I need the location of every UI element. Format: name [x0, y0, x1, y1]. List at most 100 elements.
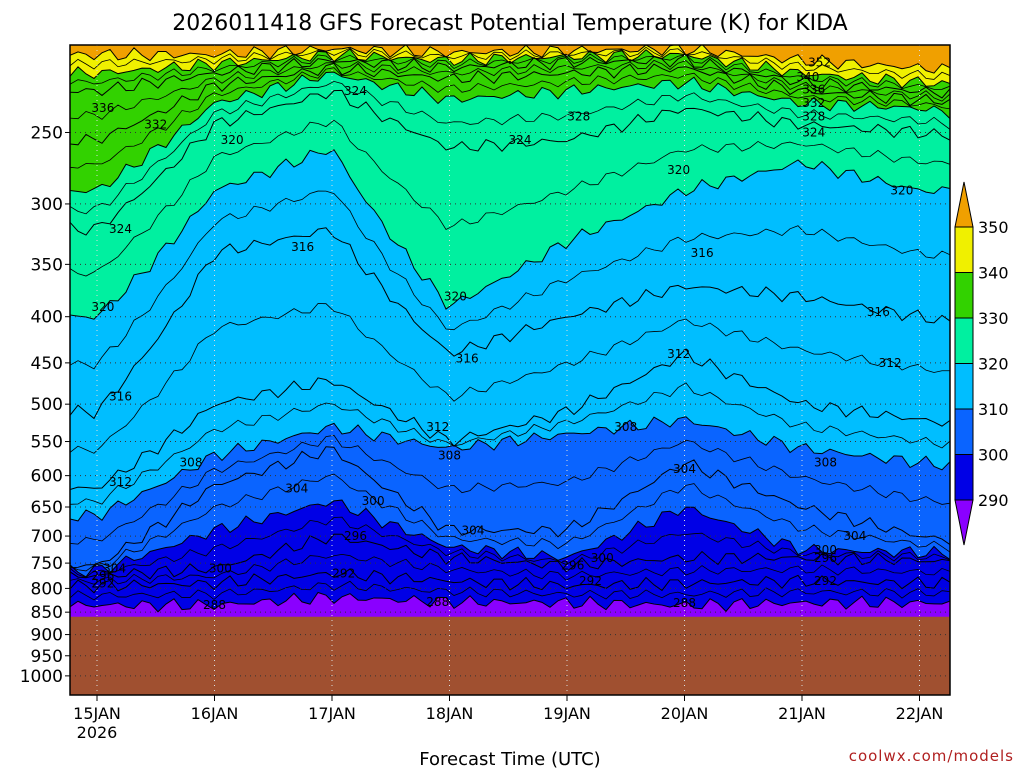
isentrope-line	[70, 190, 950, 370]
isentrope-line	[70, 499, 950, 578]
contour-label: 292	[579, 574, 602, 588]
contour-label: 324	[509, 133, 532, 147]
contour-label: 336	[802, 82, 825, 96]
isentrope-line	[70, 553, 950, 585]
isentrope-line	[70, 227, 950, 420]
colorbar-segment	[954, 226, 974, 273]
grid-layer	[70, 45, 950, 695]
contour-label: 288	[203, 598, 226, 612]
x-tick-sublabel: 2026	[77, 723, 118, 742]
contour-label: 324	[344, 84, 367, 98]
contour-label: 300	[362, 494, 385, 508]
colorbar-segment	[954, 454, 974, 501]
plot-frame	[69, 44, 951, 696]
colorbar-label: 340	[978, 264, 1009, 283]
colorbar-cap-top	[954, 181, 974, 228]
contour-label: 308	[814, 455, 837, 469]
contour-label: 304	[843, 529, 866, 543]
y-tick-label: 1000	[20, 667, 63, 687]
contour-label: 312	[426, 420, 449, 434]
isentrope-line	[70, 533, 950, 580]
contour-label: 312	[879, 356, 902, 370]
theta-band	[70, 72, 950, 236]
chart-title: 2026011418 GFS Forecast Potential Temper…	[172, 11, 847, 36]
isentrope-line	[70, 568, 950, 594]
contour-label: 300	[591, 551, 614, 565]
x-tick-label: 18JAN	[426, 704, 474, 723]
y-tick-label: 550	[31, 433, 63, 453]
contour-label: 292	[814, 574, 837, 588]
x-axis-label: Forecast Time (UTC)	[419, 749, 600, 768]
theta-band	[70, 45, 950, 88]
y-tick-label: 500	[31, 395, 63, 415]
contour-label: 316	[291, 240, 314, 254]
colorbar-segment	[954, 408, 974, 455]
isentrope-line	[70, 46, 950, 80]
contour-label: 328	[567, 109, 590, 123]
contour-label: 308	[180, 455, 203, 469]
colorbar-label: 330	[978, 309, 1009, 328]
contour-label: 340	[796, 70, 819, 84]
y-tick-label: 400	[31, 308, 63, 328]
contour-label: 304	[673, 462, 696, 476]
y-tick-label: 900	[31, 626, 63, 646]
colorbar-label: 300	[978, 446, 1009, 465]
contour-label: 320	[91, 300, 114, 314]
contour-label: 288	[426, 595, 449, 609]
contour-label: 312	[667, 347, 690, 361]
isentrope-line	[70, 473, 950, 572]
isentrope-line	[70, 67, 950, 169]
isentrope-line	[70, 80, 950, 215]
isentrope-line	[70, 580, 950, 601]
contour-label: 296	[561, 559, 584, 573]
contour-label: 332	[144, 118, 167, 132]
y-tick-label: 750	[31, 554, 63, 574]
colorbar-label: 350	[978, 218, 1009, 237]
y-tick-label: 300	[31, 195, 63, 215]
colorbar: 350 340 330 320 310 300 290	[954, 181, 1009, 546]
x-tick-label: 22JAN	[896, 704, 944, 723]
y-tick-label: 800	[31, 579, 63, 599]
contour-label: 352	[808, 55, 831, 69]
y-tick-label: 600	[31, 467, 63, 487]
isentrope-line	[70, 59, 950, 120]
colorbar-label: 290	[978, 491, 1009, 510]
contour-label: 320	[667, 163, 690, 177]
contour-label: 320	[221, 133, 244, 147]
x-tick-label: 15JAN	[73, 704, 121, 723]
contour-label: 320	[444, 290, 467, 304]
contour-label: 336	[91, 101, 114, 115]
isentrope-line	[70, 303, 950, 454]
contour-label: 308	[438, 449, 461, 463]
theta-band	[70, 500, 950, 579]
contour-label: 296	[91, 569, 114, 583]
x-tick-label: 21JAN	[778, 704, 826, 723]
isentrope-line	[70, 62, 950, 146]
contour-label: 308	[614, 420, 637, 434]
y-tick-label: 700	[31, 527, 63, 547]
theta-band	[70, 54, 950, 145]
colorbar-segment	[954, 363, 974, 410]
isentrope-line	[70, 149, 950, 320]
colorbar-cap-bottom	[954, 499, 974, 546]
contour-label: 304	[285, 481, 308, 495]
isentrope-line	[70, 119, 950, 277]
colorbar-segment	[954, 317, 974, 364]
theta-band	[70, 446, 950, 577]
x-tick-label: 16JAN	[191, 704, 239, 723]
contour-label: 296	[344, 529, 367, 543]
colorbar-label: 320	[978, 355, 1009, 374]
colorbar-label: 310	[978, 400, 1009, 419]
theta-band	[70, 227, 950, 490]
y-tick-label: 350	[31, 255, 63, 275]
contour-label: 316	[867, 305, 890, 319]
theta-band	[70, 349, 950, 521]
contour-label: 300	[814, 543, 837, 557]
contour-label: 320	[890, 184, 913, 198]
contour-label: 296	[814, 551, 837, 565]
theta-band	[70, 45, 950, 74]
contour-label: 300	[209, 561, 232, 575]
isentrope-line	[70, 516, 950, 578]
contour-label: 332	[802, 96, 825, 110]
